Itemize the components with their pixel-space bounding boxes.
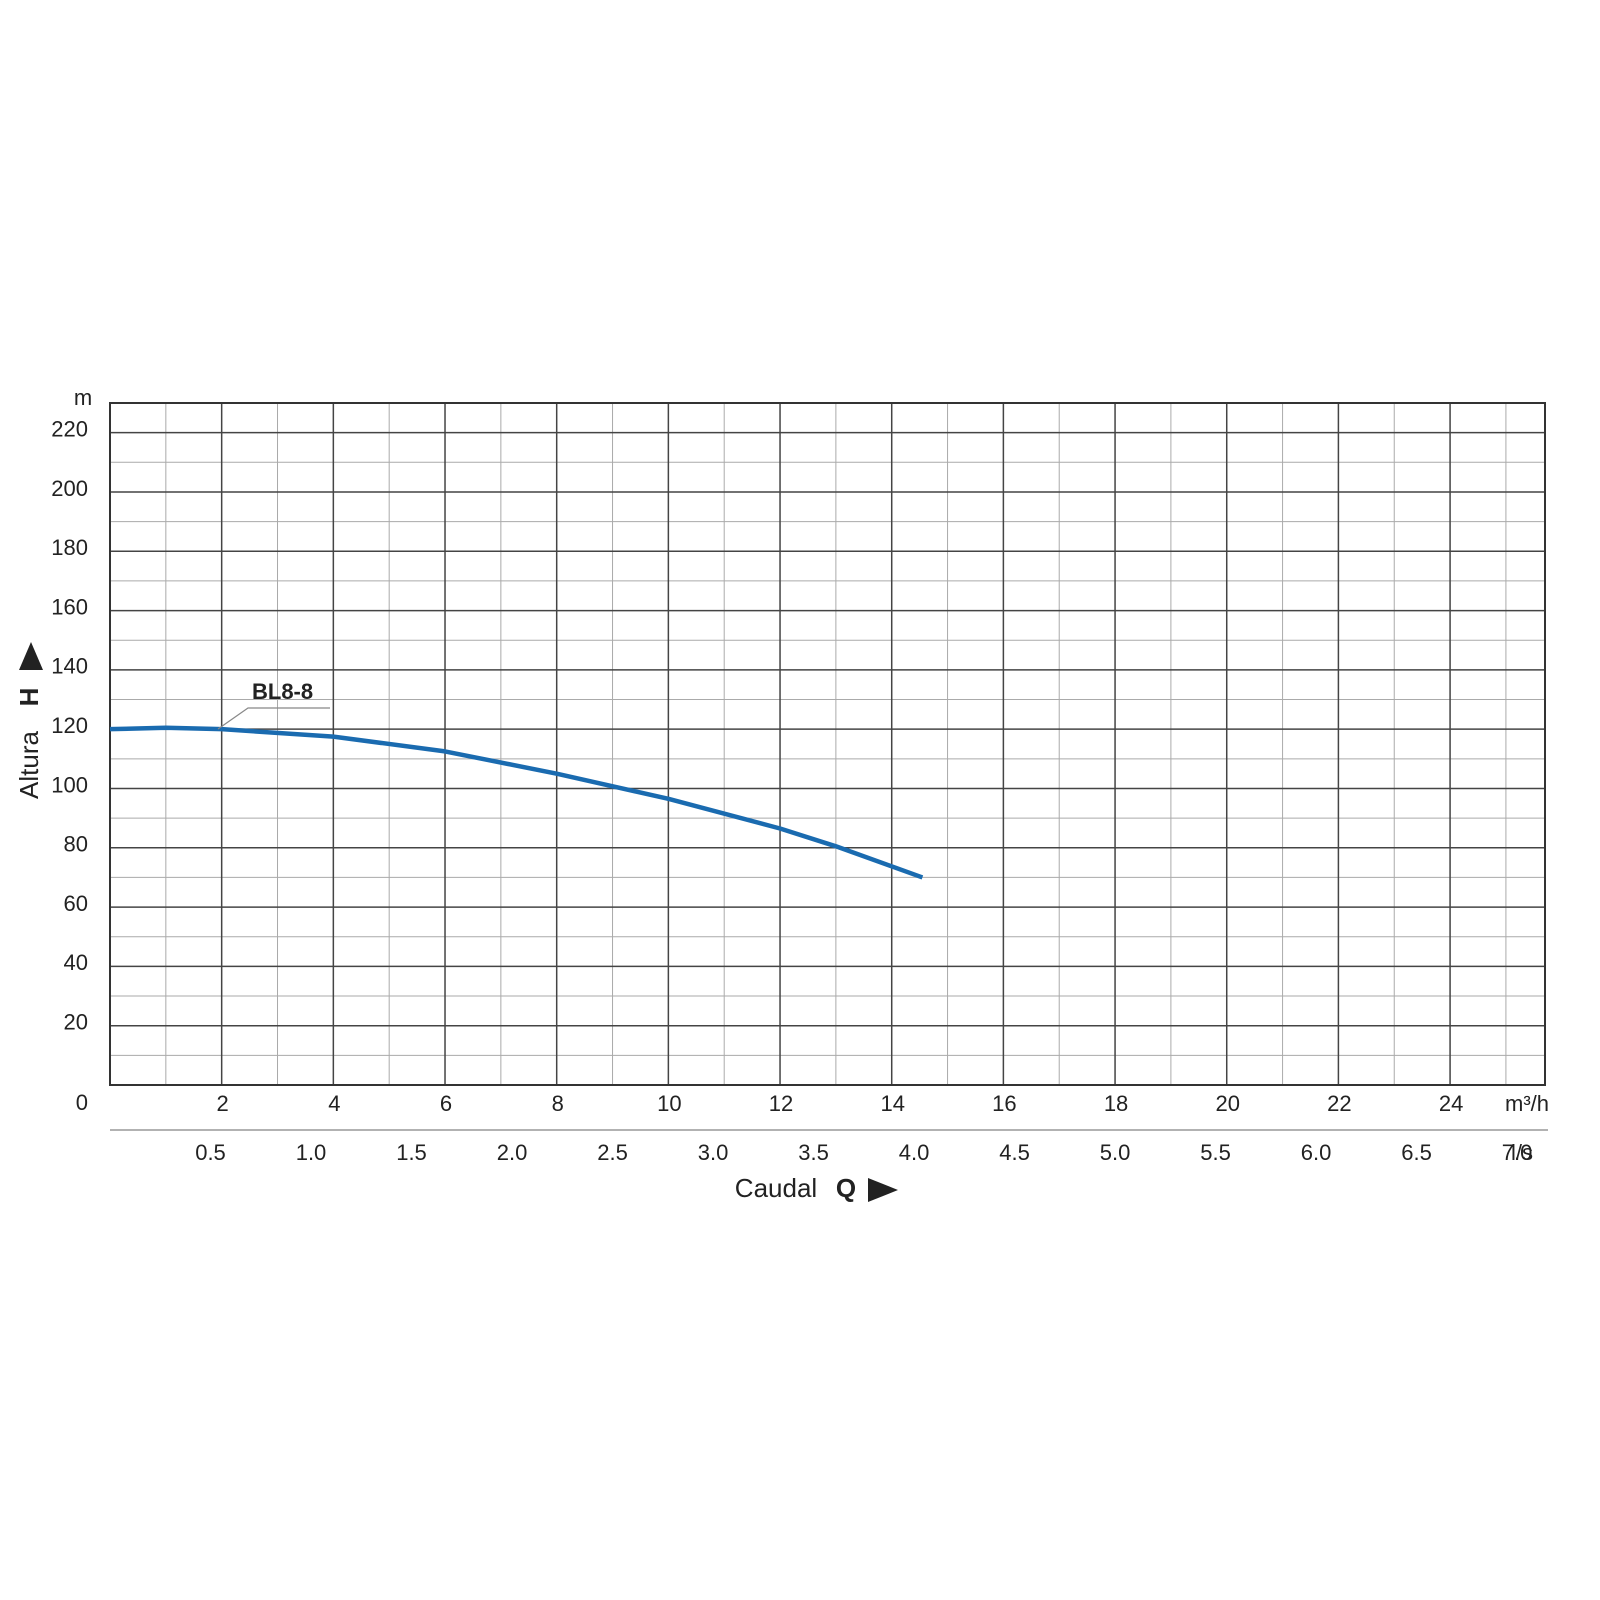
x2-tick-label: 4.0: [899, 1140, 930, 1165]
series-label: BL8-8: [252, 679, 313, 704]
x2-tick-label: 4.5: [999, 1140, 1030, 1165]
y-axis-symbol: H: [14, 688, 44, 707]
y-tick-label: 220: [51, 416, 88, 441]
y-tick-label: 140: [51, 654, 88, 679]
x-arrow: [868, 1178, 898, 1202]
y-tick-label: 160: [51, 594, 88, 619]
x-tick-label: 24: [1439, 1091, 1463, 1116]
x2-tick-label: 5.0: [1100, 1140, 1131, 1165]
y-tick-label: 180: [51, 535, 88, 560]
x-axis-label: Caudal: [735, 1173, 817, 1203]
x2-tick-label: 2.0: [497, 1140, 528, 1165]
y-tick-label: 60: [64, 891, 88, 916]
x-tick-label: 20: [1215, 1091, 1239, 1116]
line-series: [109, 725, 924, 880]
x2-tick-label: 5.5: [1200, 1140, 1231, 1165]
y-tick-label: 100: [51, 772, 88, 797]
label-leader: [217, 707, 330, 730]
x-tick-label: 10: [657, 1091, 681, 1116]
x2-tick-label: 2.5: [597, 1140, 628, 1165]
x-tick-label: 8: [552, 1091, 564, 1116]
x-unit: m³/h: [1505, 1091, 1549, 1116]
x-axis-symbol: Q: [836, 1173, 856, 1203]
y-tick-label: 200: [51, 476, 88, 501]
x2-tick-label: 1.5: [396, 1140, 427, 1165]
x2-tick-label: 3.0: [698, 1140, 729, 1165]
x-tick-label: 14: [880, 1091, 904, 1116]
y-unit: m: [74, 385, 92, 410]
x2-tick-label: 3.5: [798, 1140, 829, 1165]
x2-tick-label: 0.5: [195, 1140, 226, 1165]
y-tick-label: 80: [64, 832, 88, 857]
y-arrow: [19, 642, 43, 670]
x-tick-label: 6: [440, 1091, 452, 1116]
y-tick-label: 40: [64, 950, 88, 975]
y-tick-label: 0: [76, 1090, 88, 1115]
x2-tick-label: 7.0: [1502, 1140, 1533, 1165]
x-tick-label: 12: [769, 1091, 793, 1116]
x2-tick-label: 1.0: [296, 1140, 327, 1165]
y-axis-label: Altura: [14, 731, 44, 799]
x-tick-label: 16: [992, 1091, 1016, 1116]
x-tick-label: 18: [1104, 1091, 1128, 1116]
x2-tick-label: 6.0: [1301, 1140, 1332, 1165]
x2-tick-label: 6.5: [1401, 1140, 1432, 1165]
x-tick-label: 22: [1327, 1091, 1351, 1116]
x-tick-label: 4: [328, 1091, 340, 1116]
x2-unit: l/s: [1511, 1140, 1533, 1165]
y-tick-label: 20: [64, 1010, 88, 1035]
y-tick-label: 120: [51, 713, 88, 738]
plot-frame: [109, 402, 1546, 1086]
x-tick-label: 2: [217, 1091, 229, 1116]
